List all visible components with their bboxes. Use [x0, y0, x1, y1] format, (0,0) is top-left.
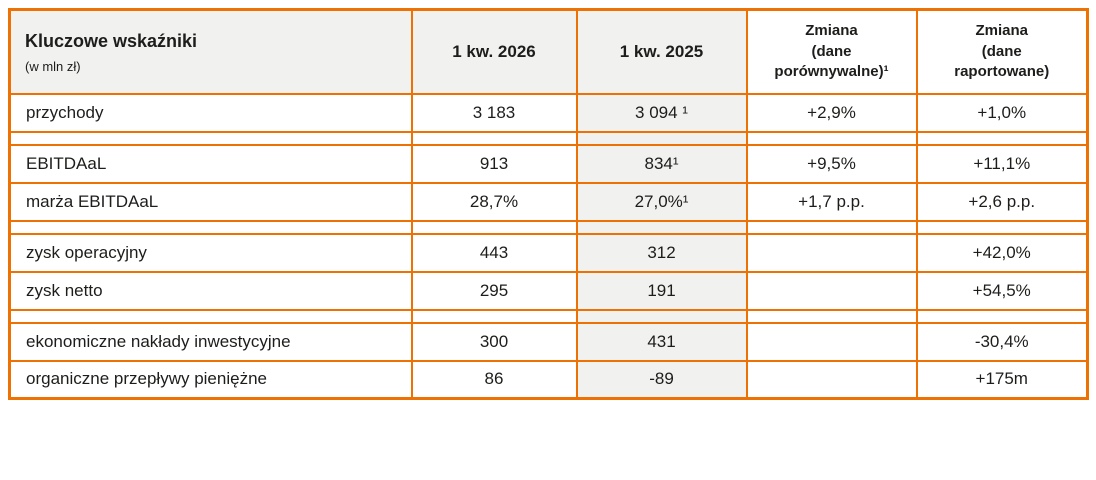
value-change-reported: +11,1% — [915, 143, 1089, 184]
value-q1-2025: 431 — [575, 321, 748, 362]
spacer-cell — [410, 219, 578, 235]
value-q1-2025: -89 — [575, 359, 748, 400]
row-label: przychody — [8, 92, 413, 133]
value-q1-2025: 3 094 ¹ — [575, 92, 748, 133]
header-unit-note: (w mln zł) — [25, 58, 81, 74]
header-title: Kluczowe wskaźniki — [25, 31, 198, 51]
value-change-comparable — [745, 270, 918, 311]
table-row-zysk-operacyjny: zysk operacyjny 443 312 +42,0% — [8, 232, 1089, 273]
spacer-cell — [745, 219, 918, 235]
value-q1-2026: 28,7% — [410, 181, 578, 222]
spacer-row — [8, 130, 1089, 146]
row-label: EBITDAaL — [8, 143, 413, 184]
spacer-cell — [8, 130, 413, 146]
spacer-cell — [575, 308, 748, 324]
value-q1-2026: 3 183 — [410, 92, 578, 133]
table-row-naklady-inwestycyjne: ekonomiczne nakłady inwestycyjne 300 431… — [8, 321, 1089, 362]
spacer-cell — [575, 219, 748, 235]
spacer-row — [8, 308, 1089, 324]
row-label: zysk netto — [8, 270, 413, 311]
value-change-comparable: +1,7 p.p. — [745, 181, 918, 222]
value-change-comparable: +9,5% — [745, 143, 918, 184]
row-label: ekonomiczne nakłady inwestycyjne — [8, 321, 413, 362]
header-change-comparable: Zmiana (dane porównywalne)¹ — [745, 8, 918, 95]
value-q1-2025: 834¹ — [575, 143, 748, 184]
value-change-reported: +2,6 p.p. — [915, 181, 1089, 222]
spacer-row — [8, 219, 1089, 235]
spacer-cell — [8, 308, 413, 324]
table-row-ebitdaal: EBITDAaL 913 834¹ +9,5% +11,1% — [8, 143, 1089, 184]
spacer-cell — [8, 219, 413, 235]
spacer-cell — [915, 219, 1089, 235]
value-q1-2025: 27,0%¹ — [575, 181, 748, 222]
value-q1-2026: 86 — [410, 359, 578, 400]
spacer-cell — [915, 308, 1089, 324]
spacer-cell — [575, 130, 748, 146]
spacer-cell — [915, 130, 1089, 146]
table-body: przychody 3 183 3 094 ¹ +2,9% +1,0% EBIT… — [8, 92, 1089, 400]
spacer-cell — [410, 130, 578, 146]
table-row-przeplywy-pieniezne: organiczne przepływy pieniężne 86 -89 +1… — [8, 359, 1089, 400]
header-q1-2025: 1 kw. 2025 — [575, 8, 748, 95]
value-change-comparable: +2,9% — [745, 92, 918, 133]
key-indicators-table: Kluczowe wskaźniki (w mln zł) 1 kw. 2026… — [8, 8, 1089, 400]
header-q1-2026: 1 kw. 2026 — [410, 8, 578, 95]
row-label: zysk operacyjny — [8, 232, 413, 273]
value-change-comparable — [745, 321, 918, 362]
header-row: Kluczowe wskaźniki (w mln zł) 1 kw. 2026… — [8, 8, 1089, 95]
header-change-reported: Zmiana (dane raportowane) — [915, 8, 1089, 95]
value-change-reported: +1,0% — [915, 92, 1089, 133]
value-change-reported: +54,5% — [915, 270, 1089, 311]
value-change-reported: +175m — [915, 359, 1089, 400]
table-row-zysk-netto: zysk netto 295 191 +54,5% — [8, 270, 1089, 311]
row-label: organiczne przepływy pieniężne — [8, 359, 413, 400]
spacer-cell — [745, 130, 918, 146]
spacer-cell — [745, 308, 918, 324]
value-q1-2026: 295 — [410, 270, 578, 311]
table-row-marza-ebitdaal: marża EBITDAaL 28,7% 27,0%¹ +1,7 p.p. +2… — [8, 181, 1089, 222]
table-header: Kluczowe wskaźniki (w mln zł) 1 kw. 2026… — [8, 8, 1089, 95]
value-change-comparable — [745, 232, 918, 273]
header-key-indicators: Kluczowe wskaźniki (w mln zł) — [8, 8, 413, 95]
value-q1-2025: 191 — [575, 270, 748, 311]
value-change-reported: -30,4% — [915, 321, 1089, 362]
value-q1-2026: 300 — [410, 321, 578, 362]
value-q1-2025: 312 — [575, 232, 748, 273]
spacer-cell — [410, 308, 578, 324]
value-q1-2026: 443 — [410, 232, 578, 273]
row-label: marża EBITDAaL — [8, 181, 413, 222]
value-change-reported: +42,0% — [915, 232, 1089, 273]
table-row-przychody: przychody 3 183 3 094 ¹ +2,9% +1,0% — [8, 92, 1089, 133]
value-q1-2026: 913 — [410, 143, 578, 184]
value-change-comparable — [745, 359, 918, 400]
